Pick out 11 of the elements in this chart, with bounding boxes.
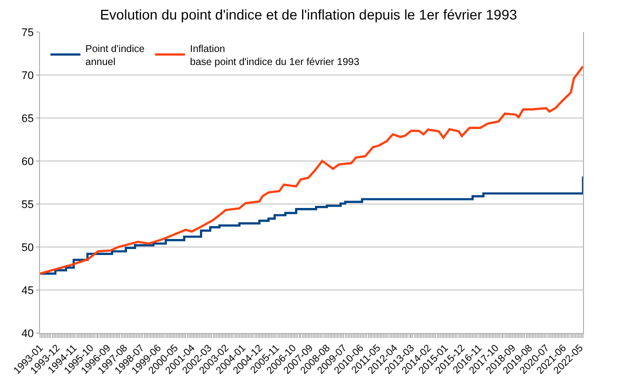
y-tick-label: 65 (22, 112, 34, 125)
y-tick-label: 40 (22, 328, 34, 340)
y-tick-label: 75 (22, 26, 34, 39)
y-tick-label: 60 (22, 156, 34, 168)
y-tick-label: 50 (22, 242, 34, 254)
chart-title: Evolution du point d'indice et de l'inflation depuis le 1er février 1993 (100, 6, 518, 23)
y-tick-label: 45 (22, 284, 34, 297)
y-tick-label: 55 (22, 198, 34, 211)
legend-label: Inflation base point d'indice du 1er février 1993 (190, 44, 360, 68)
legend-label: Point d'indice annuel (85, 44, 146, 68)
y-tick-label: 70 (22, 70, 34, 82)
